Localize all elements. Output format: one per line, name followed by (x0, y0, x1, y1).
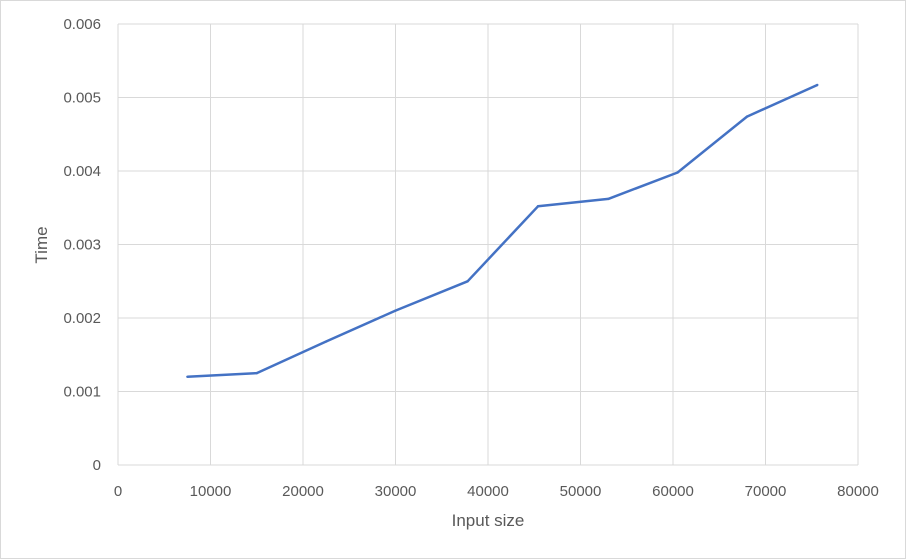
y-axis-ticks: 0 0.001 0.002 0.003 0.004 0.005 0.006 (63, 16, 101, 474)
y-tick-label: 0.006 (63, 16, 101, 33)
series-line (187, 83, 818, 379)
x-tick-label: 80000 (837, 483, 879, 500)
data-points (186, 83, 819, 378)
data-point (536, 205, 540, 208)
data-point (394, 309, 397, 312)
x-tick-label: 70000 (745, 483, 787, 500)
data-point (745, 115, 749, 118)
x-axis-ticks: 0 10000 20000 30000 40000 50000 60000 70000 8000… (114, 483, 879, 500)
x-tick-label: 60000 (652, 483, 694, 500)
data-point (324, 340, 328, 343)
x-axis-title: Input size (452, 511, 525, 530)
y-axis-title: Time (32, 226, 51, 263)
x-tick-label: 10000 (190, 483, 232, 500)
gridlines (117, 23, 859, 466)
data-point (607, 197, 610, 201)
data-point (676, 171, 679, 174)
x-tick-label: 30000 (375, 483, 417, 500)
x-tick-label: 0 (114, 483, 122, 500)
data-point (255, 371, 258, 375)
data-point (186, 375, 189, 378)
data-point (816, 83, 819, 87)
y-tick-label: 0.002 (63, 310, 101, 327)
y-tick-label: 0.001 (63, 384, 101, 401)
y-tick-label: 0.005 (63, 90, 101, 107)
y-tick-label: 0 (93, 457, 101, 474)
data-point (466, 280, 469, 283)
x-tick-label: 40000 (467, 483, 509, 500)
y-tick-label: 0.003 (63, 237, 101, 254)
y-tick-label: 0.004 (63, 163, 101, 180)
x-tick-label: 20000 (282, 483, 324, 500)
x-tick-label: 50000 (560, 483, 602, 500)
